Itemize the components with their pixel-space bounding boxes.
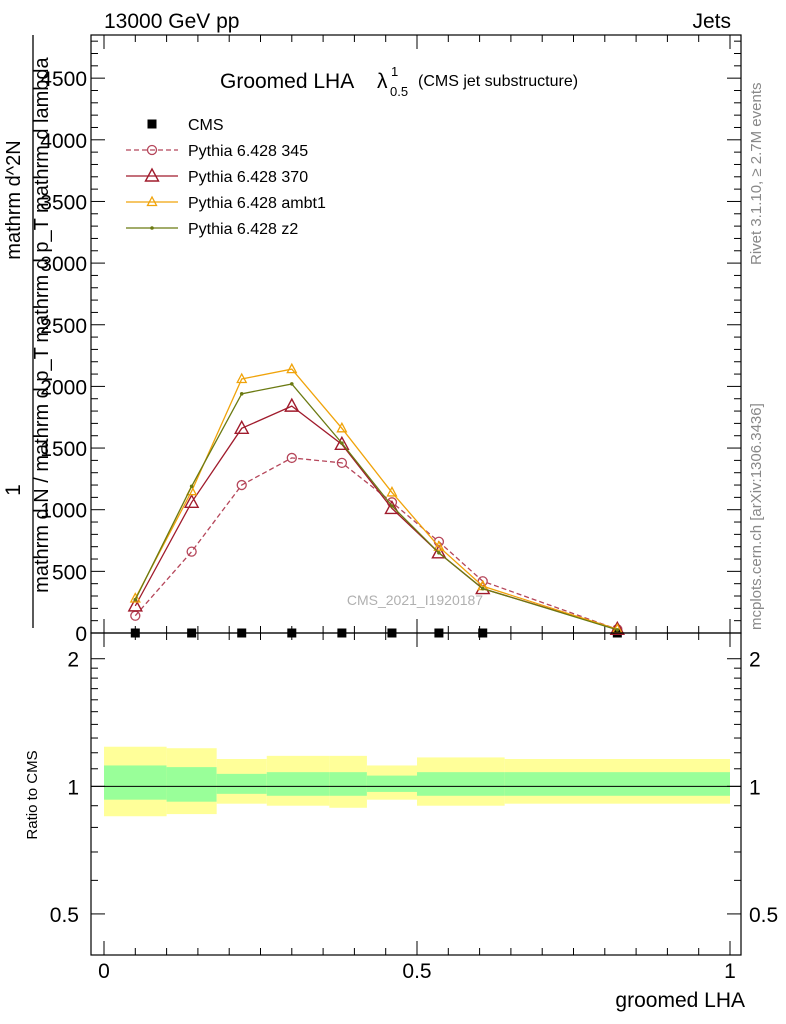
main-ytick-label: 1500 <box>40 438 87 461</box>
band-green <box>504 772 730 796</box>
title-symbol: λ <box>377 70 388 93</box>
data-point <box>340 441 344 445</box>
series-pythia-6-428-z2 <box>133 382 620 632</box>
ratio-xtick-label: 0 <box>98 960 110 983</box>
data-point <box>431 544 447 559</box>
ratio-ytick-label-right: 2 <box>749 649 761 672</box>
legend-entry: CMS <box>147 117 224 134</box>
main-y-axis-label: 1 mathrm d N / mathrm d p_T mathrm d^2N mat… <box>2 35 53 628</box>
data-point <box>234 419 250 435</box>
band-green <box>366 775 417 792</box>
main-ytick-label: 0 <box>75 623 87 646</box>
legend-entry: Pythia 6.428 370 <box>126 167 308 186</box>
legend-label: CMS <box>188 117 224 134</box>
data-point <box>284 397 300 412</box>
data-point <box>189 484 194 489</box>
main-axis-ticks: 0 500 1000 1500 2000 2500 3000 3500 4000 4500 <box>40 35 741 646</box>
ratio-ytick-label: 0.5 <box>50 904 79 927</box>
data-point <box>615 628 620 632</box>
chart-title: Groomed LHA λ 1 0.5 (CMS jet substructure) <box>220 64 578 99</box>
legend-label: Pythia 6.428 370 <box>188 169 308 186</box>
legend-entry: Pythia 6.428 345 <box>126 143 308 160</box>
data-point <box>286 362 298 374</box>
data-point <box>390 504 394 508</box>
data-point <box>334 435 350 451</box>
title-subscript: 0.5 <box>390 84 408 99</box>
main-panel: 0 500 1000 1500 2000 2500 3000 3500 4000 4500 CMS… <box>2 34 742 646</box>
legend-entry: Pythia 6.428 z2 <box>126 221 298 238</box>
title-superscript: 1 <box>391 64 398 79</box>
band-green <box>417 772 505 796</box>
band-green <box>216 773 267 794</box>
legend: CMS Pythia 6.428 345 Pythia 6.428 370 Pythi… <box>126 117 326 238</box>
band-green <box>104 765 167 800</box>
data-point <box>239 392 244 396</box>
main-ytick-label: 2000 <box>40 376 87 399</box>
ratio-y-axis-label: Ratio to CMS <box>24 750 41 839</box>
ratio-panel: 0.5 0.5 1 1 2 2 0 0.5 1 Ratio to CMS groomed LHA <box>24 632 778 1012</box>
data-point <box>236 372 248 384</box>
legend-marker <box>146 195 158 207</box>
legend-label: Pythia 6.428 z2 <box>188 221 298 238</box>
data-point <box>480 586 485 591</box>
ratio-ytick-label: 2 <box>67 649 79 672</box>
ratio-axis-ticks: 0.5 0.5 1 1 2 2 0 0.5 1 <box>50 633 778 983</box>
data-point <box>437 551 441 555</box>
data-point <box>133 597 138 602</box>
title-main: Groomed LHA <box>220 70 354 93</box>
series-line <box>134 368 618 630</box>
header-energy-label: 13000 GeV pp <box>104 10 239 33</box>
main-ytick-label: 3000 <box>40 253 87 276</box>
data-point <box>384 499 400 515</box>
data-point <box>290 382 294 386</box>
legend-label: Pythia 6.428 ambt1 <box>188 195 326 212</box>
main-ytick-label: 500 <box>52 561 87 584</box>
band-green <box>266 772 330 796</box>
ratio-ytick-label-right: 1 <box>749 776 761 799</box>
legend-entry: Pythia 6.428 ambt1 <box>126 195 326 212</box>
ratio-xtick-label: 1 <box>724 960 736 983</box>
data-point <box>286 452 297 464</box>
series-pythia-6-428-ambt1 <box>129 362 623 634</box>
data-point <box>236 479 247 491</box>
legend-label: Pythia 6.428 345 <box>188 143 308 160</box>
data-point <box>386 486 398 497</box>
main-ytick-label: 2500 <box>40 315 87 338</box>
band-green <box>329 772 367 796</box>
main-ytick-label: 1000 <box>40 500 87 523</box>
rivet-version-label: Rivet 3.1.10, ≥ 2.7M events <box>748 83 765 266</box>
data-point <box>129 592 141 603</box>
header-jets-label: Jets <box>692 10 731 33</box>
ylabel-numerator: 1 <box>2 484 25 496</box>
legend-marker <box>147 119 157 129</box>
title-note: (CMS jet substructure) <box>418 73 578 90</box>
series-line <box>134 457 618 630</box>
data-point <box>127 597 143 612</box>
band-green <box>166 767 217 802</box>
legend-marker <box>146 144 158 156</box>
data-point <box>336 457 348 468</box>
mcplots-label: mcplots.cern.ch [arXiv:1306.3436] <box>748 403 765 630</box>
ratio-xtick-label: 0.5 <box>402 960 431 983</box>
ratio-ytick-label: 1 <box>67 776 79 799</box>
main-ytick-label: 3500 <box>40 191 87 214</box>
ratio-uncertainty-bands <box>91 746 741 817</box>
main-ytick-label: 4500 <box>40 68 87 91</box>
x-axis-label: groomed LHA <box>615 989 745 1012</box>
legend-marker <box>150 226 154 230</box>
data-point <box>186 546 197 557</box>
ylabel-inner-denominator: mathrm d p_T mathrm d lambda <box>31 56 53 342</box>
main-ytick-label: 4000 <box>40 130 87 153</box>
data-point <box>336 421 348 433</box>
ylabel-denominator: mathrm d N / mathrm d p_T <box>31 347 53 593</box>
ylabel-inner-numerator: mathrm d^2N <box>3 140 25 259</box>
ratio-ytick-label-right: 0.5 <box>749 904 778 927</box>
analysis-watermark: CMS_2021_I1920187 <box>347 592 483 608</box>
data-point <box>183 493 200 509</box>
data-point <box>433 540 445 551</box>
ratio-frame <box>90 632 742 956</box>
legend-marker <box>144 167 160 182</box>
